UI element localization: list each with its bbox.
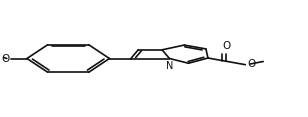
Text: O: O [247,59,255,69]
Text: O: O [2,53,10,64]
Text: N: N [166,61,174,71]
Text: O: O [222,41,230,51]
